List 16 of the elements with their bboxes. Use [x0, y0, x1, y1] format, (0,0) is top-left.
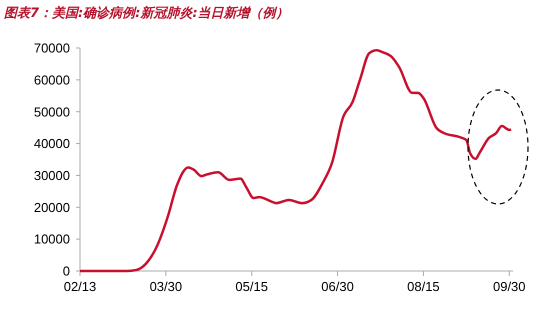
x-tick-label: 08/15 — [407, 279, 440, 294]
y-tick-label: 40000 — [34, 136, 70, 152]
x-tick-label: 02/13 — [64, 279, 96, 294]
y-tick-label: 20000 — [34, 200, 70, 215]
x-tick-label: 09/30 — [492, 279, 526, 294]
y-tick-label: 10000 — [34, 232, 70, 247]
y-tick-label: 30000 — [34, 168, 70, 183]
y-tick-label: 50000 — [34, 104, 70, 120]
line-series — [78, 48, 512, 272]
x-tick-label: 05/15 — [235, 279, 268, 294]
x-tick-label: 06/30 — [321, 279, 354, 294]
chart-title: 图表7：美国:确诊病例:新冠肺炎:当日新增（例） — [4, 5, 289, 21]
x-tick-label: 03/30 — [150, 279, 182, 294]
y-tick-label: 70000 — [34, 40, 70, 56]
y-tick-label: 0 — [62, 264, 70, 279]
y-tick-label: 60000 — [34, 72, 70, 88]
